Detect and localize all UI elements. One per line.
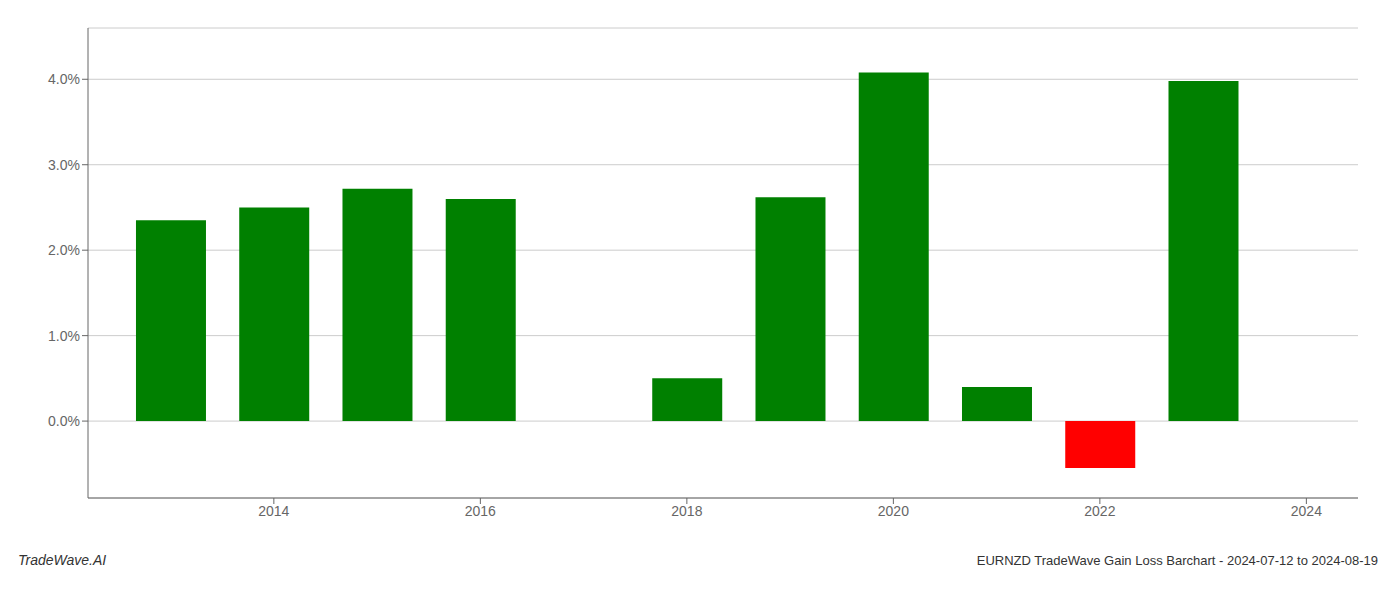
- svg-text:0.0%: 0.0%: [48, 413, 80, 429]
- svg-text:2020: 2020: [878, 503, 909, 519]
- svg-text:2016: 2016: [465, 503, 496, 519]
- svg-text:2018: 2018: [671, 503, 702, 519]
- svg-text:1.0%: 1.0%: [48, 328, 80, 344]
- html-text:TradeWave.AI: TradeWave.AI: [18, 552, 107, 568]
- svg-text:3.0%: 3.0%: [48, 157, 80, 173]
- svg-text:2024: 2024: [1291, 503, 1322, 519]
- svg-text:2022: 2022: [1084, 503, 1115, 519]
- html-text:EURNZD TradeWave Gain Loss Bar: EURNZD TradeWave Gain Loss Barchart - 20…: [976, 553, 1378, 568]
- svg-text:2014: 2014: [258, 503, 289, 519]
- svg-text:2.0%: 2.0%: [48, 242, 80, 258]
- svg-text:4.0%: 4.0%: [48, 71, 80, 87]
